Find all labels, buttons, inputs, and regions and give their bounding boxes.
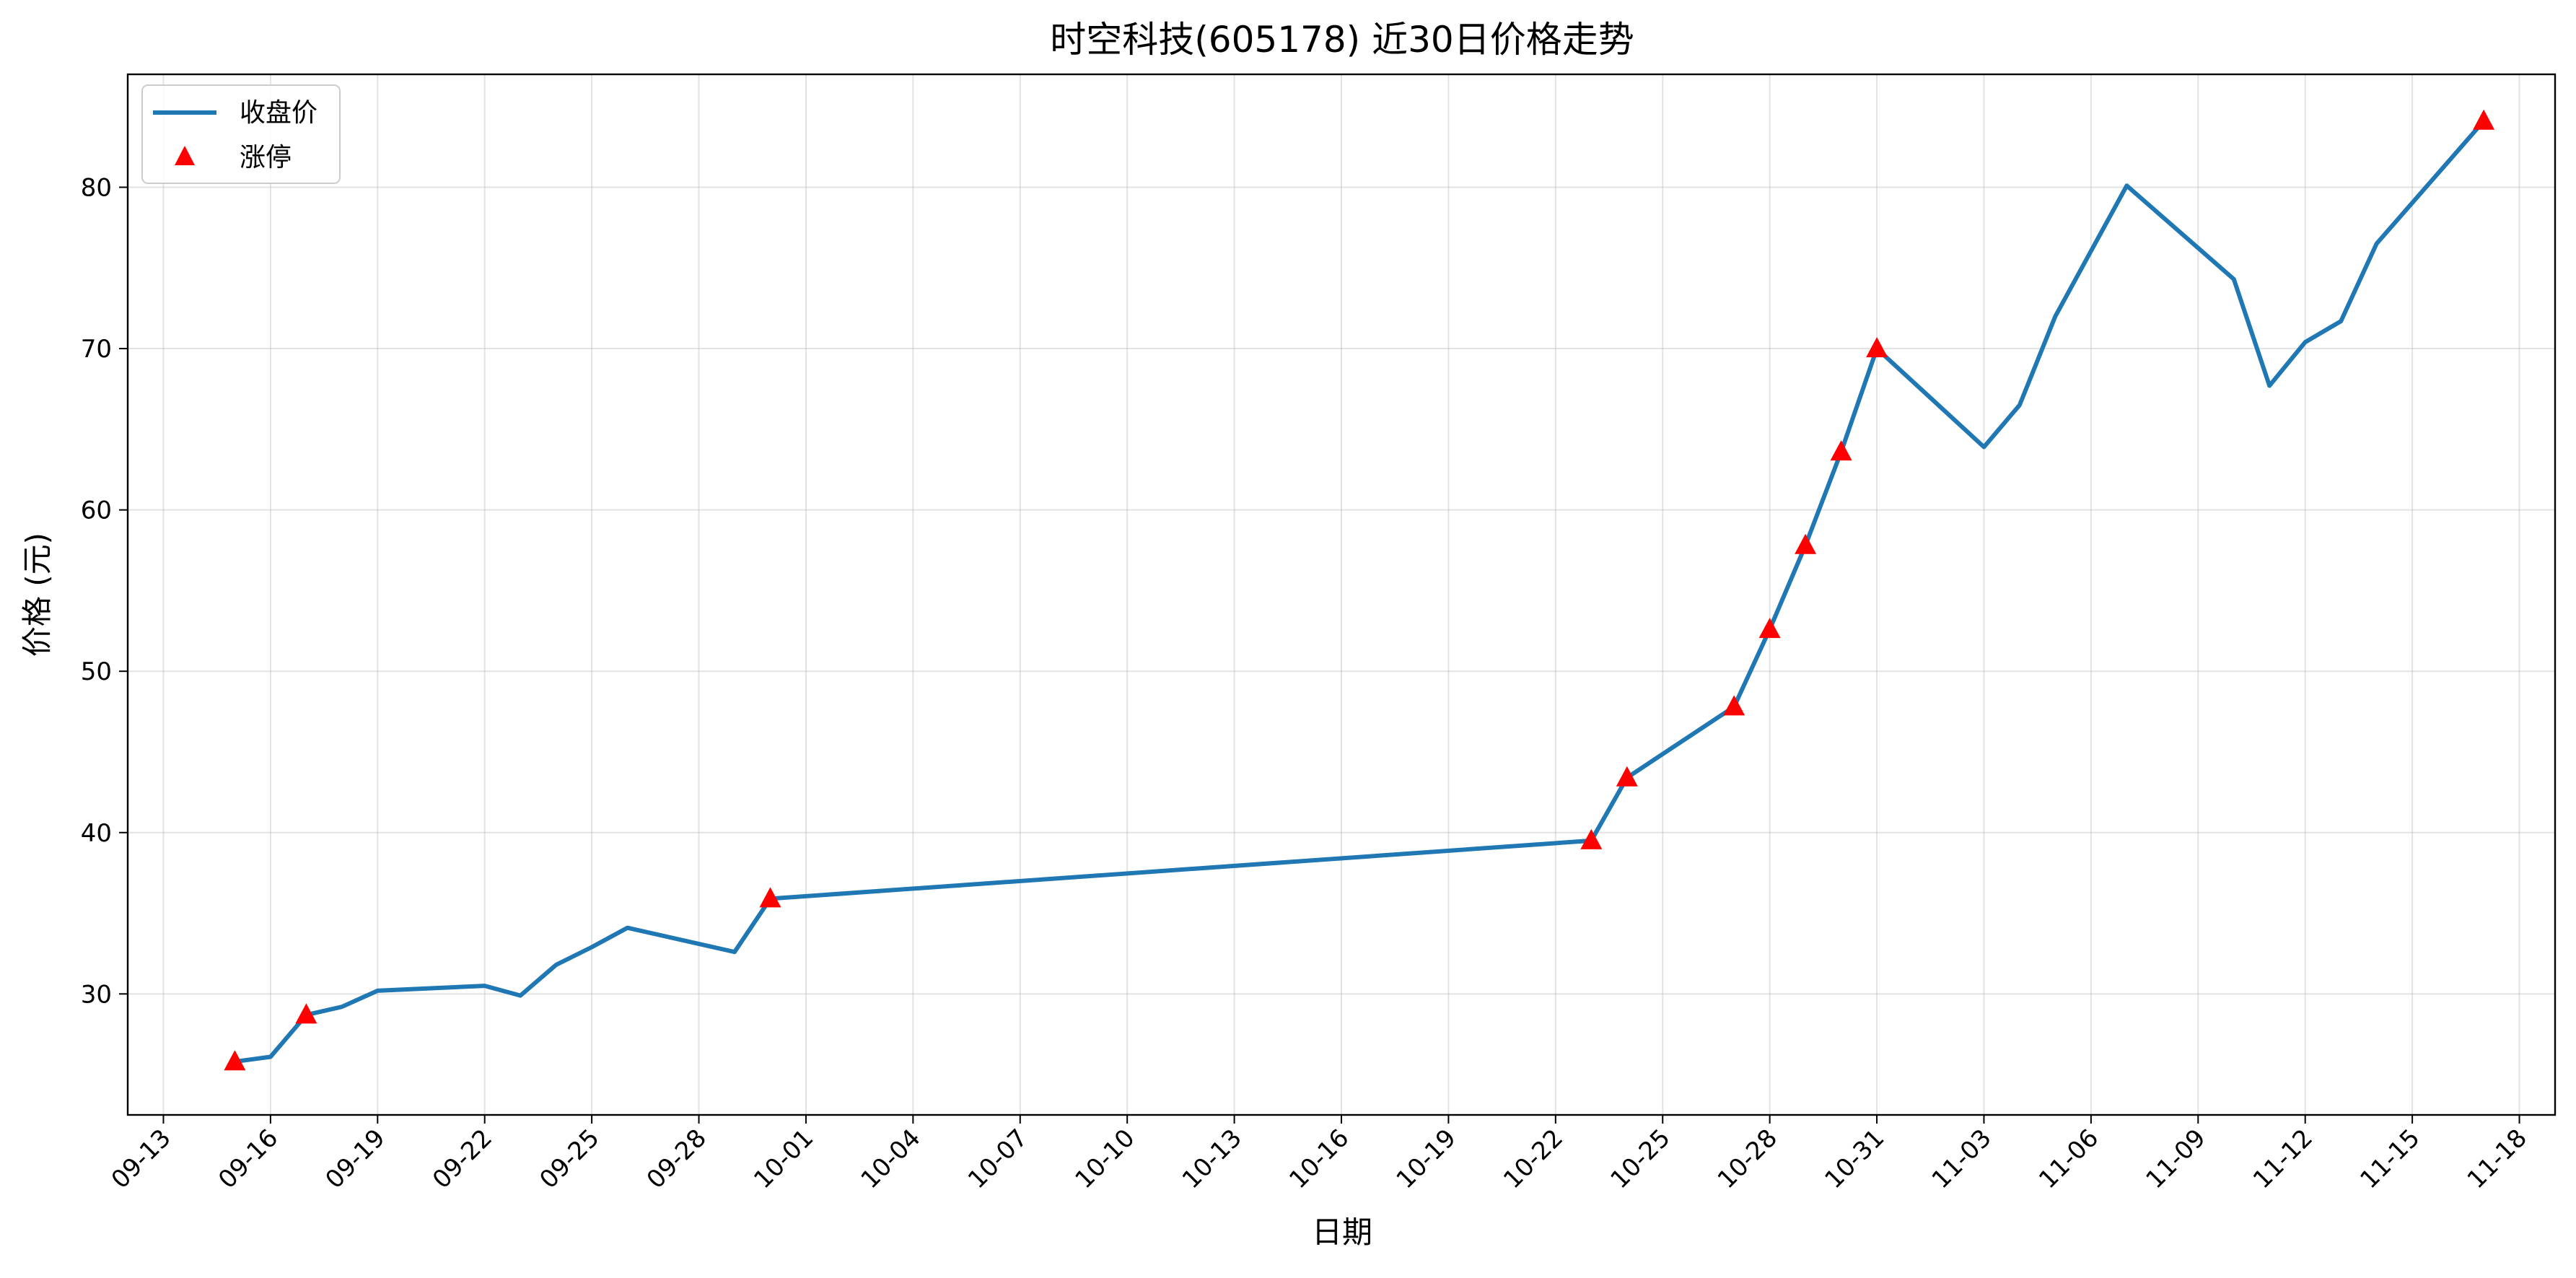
limit-up-marker [1758, 618, 1781, 639]
limit-up-marker [759, 887, 781, 908]
y-tick-label: 70 [81, 335, 112, 364]
limit-up-marker [1830, 440, 1852, 461]
limit-up-marker [1795, 533, 1817, 554]
limit-up-marker [1723, 695, 1745, 716]
y-tick-label: 50 [81, 657, 112, 686]
limit-up-marker [224, 1050, 246, 1071]
x-axis-label: 日期 [1312, 1214, 1372, 1250]
y-tick-label: 80 [81, 173, 112, 202]
chart-title: 时空科技(605178) 近30日价格走势 [1050, 19, 1634, 61]
legend-triangle-swatch [175, 146, 195, 165]
legend-label-close: 收盘价 [240, 98, 317, 128]
y-tick-label: 30 [81, 980, 112, 1009]
limit-up-marker [1580, 828, 1603, 849]
y-tick-label: 60 [81, 496, 112, 525]
y-axis-label: 价格 (元) [19, 533, 55, 657]
limit-up-marker [1866, 337, 1888, 358]
grid-layer [128, 74, 2555, 1115]
limit-up-marker [1616, 766, 1638, 787]
limit-up-marker [295, 1003, 317, 1024]
legend-box [141, 84, 341, 184]
legend-label-limit-up: 涨停 [240, 143, 292, 172]
limit-up-marker [2473, 109, 2495, 130]
legend: 收盘价 涨停 [141, 84, 341, 184]
y-tick-label: 40 [81, 819, 112, 848]
marker-layer [224, 109, 2495, 1071]
